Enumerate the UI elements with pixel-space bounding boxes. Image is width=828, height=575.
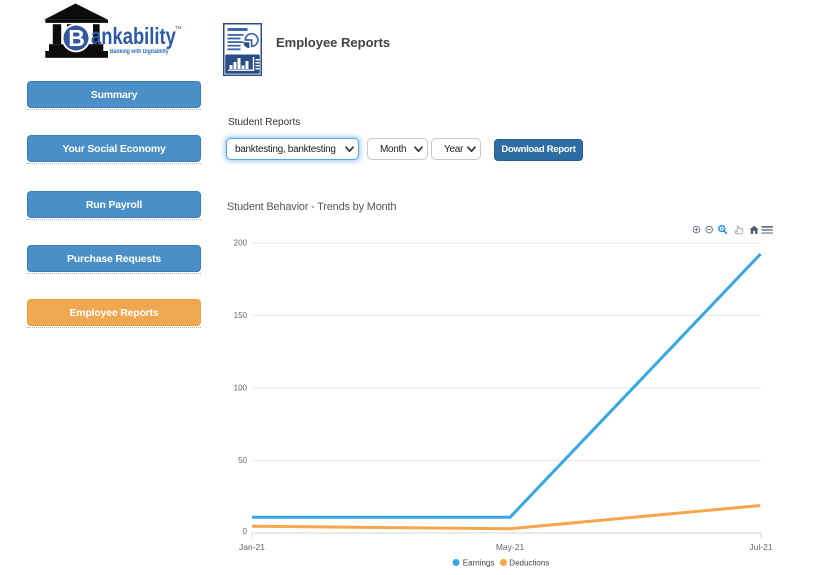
svg-text:Deductions: Deductions bbox=[509, 558, 549, 567]
svg-text:B: B bbox=[68, 25, 85, 51]
svg-text:0: 0 bbox=[243, 527, 248, 536]
svg-text:200: 200 bbox=[234, 239, 248, 248]
svg-text:Jul-21: Jul-21 bbox=[749, 542, 772, 552]
svg-text:Jan-21: Jan-21 bbox=[239, 542, 265, 552]
svg-text:150: 150 bbox=[234, 311, 248, 320]
svg-text:Earnings: Earnings bbox=[463, 558, 495, 567]
svg-text:50: 50 bbox=[238, 456, 247, 465]
svg-text:May-21: May-21 bbox=[496, 542, 525, 552]
svg-text:100: 100 bbox=[234, 384, 248, 393]
